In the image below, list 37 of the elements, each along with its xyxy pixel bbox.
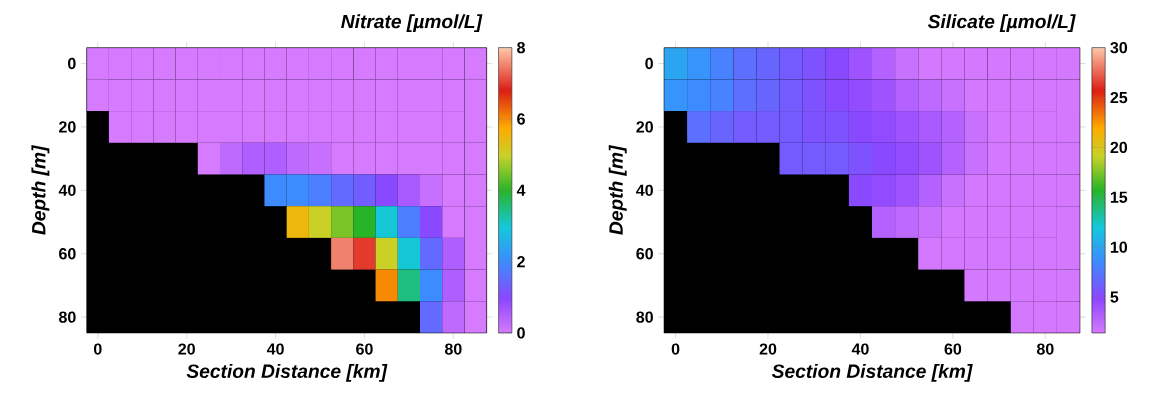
x-tick-label: 0 xyxy=(93,343,102,355)
y-tick-label: 40 xyxy=(636,184,653,196)
x-tick-label: 40 xyxy=(266,343,284,355)
color-bar-label: 25 xyxy=(1110,91,1128,104)
color-bar-label: 0 xyxy=(517,327,525,339)
x-tick-label: 0 xyxy=(671,343,680,355)
y-tick-label: 0 xyxy=(645,57,653,70)
x-tick-label: 60 xyxy=(356,343,373,355)
y-tick-label: 20 xyxy=(636,121,653,133)
chart-title: Silicate [µmol/L] xyxy=(927,14,1076,33)
x-axis-title: Section Distance [km] xyxy=(186,363,388,382)
x-tick-label: 20 xyxy=(178,343,195,355)
color-bar-label: 15 xyxy=(1110,191,1128,203)
color-bar-label: 5 xyxy=(1110,291,1119,303)
y-tick-label: 60 xyxy=(59,248,76,260)
y-tick-label: 60 xyxy=(636,248,653,260)
y-tick-label: 20 xyxy=(59,121,76,133)
color-bar-label: 8 xyxy=(517,42,525,54)
color-bar-label: 10 xyxy=(1110,241,1128,253)
y-tick-label: 80 xyxy=(636,311,653,323)
x-tick-label: 20 xyxy=(759,343,777,355)
color-bar-label: 2 xyxy=(517,256,525,268)
y-tick-label: 40 xyxy=(58,184,76,196)
y-tick-label: 0 xyxy=(68,57,76,70)
x-tick-label: 80 xyxy=(1036,343,1054,355)
x-tick-label: 40 xyxy=(851,343,869,355)
chart-title: Nitrate [µmol/L] xyxy=(341,14,483,33)
y-axis-title: Depth [m] xyxy=(608,145,627,235)
color-bar-label: 30 xyxy=(1110,41,1128,54)
x-tick-label: 60 xyxy=(944,343,962,355)
y-axis-title: Depth [m] xyxy=(31,145,50,235)
color-bar-label: 20 xyxy=(1110,141,1128,154)
x-tick-label: 80 xyxy=(444,343,462,355)
color-bar-label: 6 xyxy=(517,113,525,125)
y-tick-label: 80 xyxy=(58,311,76,323)
color-bar-label: 4 xyxy=(516,184,526,196)
x-axis-title: Section Distance [km] xyxy=(771,363,973,382)
